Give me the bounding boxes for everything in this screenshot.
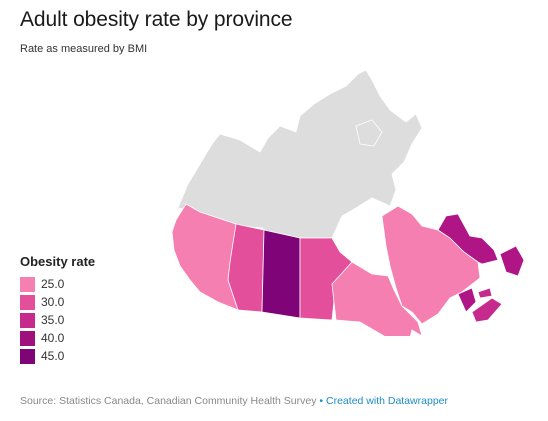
legend: Obesity rate 25.0 30.0 35.0 40.0 45.0 bbox=[20, 254, 95, 365]
region-pei[interactable] bbox=[477, 287, 493, 299]
legend-label: 45.0 bbox=[41, 349, 65, 363]
legend-label: 30.0 bbox=[41, 295, 65, 309]
legend-swatch bbox=[20, 276, 35, 292]
legend-swatch bbox=[20, 294, 35, 310]
legend-label: 25.0 bbox=[41, 277, 65, 291]
chart-subtitle: Rate as measured by BMI bbox=[20, 43, 148, 55]
legend-swatch bbox=[20, 330, 35, 346]
legend-item: 45.0 bbox=[20, 347, 95, 365]
region-new-brunswick[interactable] bbox=[457, 287, 477, 313]
legend-label: 40.0 bbox=[41, 331, 65, 345]
region-newfoundland[interactable] bbox=[437, 213, 525, 277]
legend-swatch bbox=[20, 348, 35, 364]
legend-item: 40.0 bbox=[20, 329, 95, 347]
footer-separator: • bbox=[319, 395, 324, 407]
region-saskatchewan[interactable] bbox=[261, 229, 301, 319]
region-territories-island bbox=[355, 119, 383, 147]
region-territories[interactable] bbox=[177, 69, 423, 239]
footer: Source: Statistics Canada, Canadian Comm… bbox=[20, 395, 448, 407]
legend-item: 25.0 bbox=[20, 275, 95, 293]
legend-swatch bbox=[20, 312, 35, 328]
region-nova-scotia[interactable] bbox=[471, 297, 503, 323]
region-ontario[interactable] bbox=[331, 261, 423, 336]
legend-item: 30.0 bbox=[20, 293, 95, 311]
datawrapper-link[interactable]: Created with Datawrapper bbox=[326, 395, 448, 407]
canada-map bbox=[171, 69, 525, 336]
legend-item: 35.0 bbox=[20, 311, 95, 329]
source-text: Source: Statistics Canada, Canadian Comm… bbox=[20, 395, 317, 407]
legend-label: 35.0 bbox=[41, 313, 65, 327]
chart-title: Adult obesity rate by province bbox=[20, 8, 293, 31]
legend-title: Obesity rate bbox=[20, 254, 96, 269]
